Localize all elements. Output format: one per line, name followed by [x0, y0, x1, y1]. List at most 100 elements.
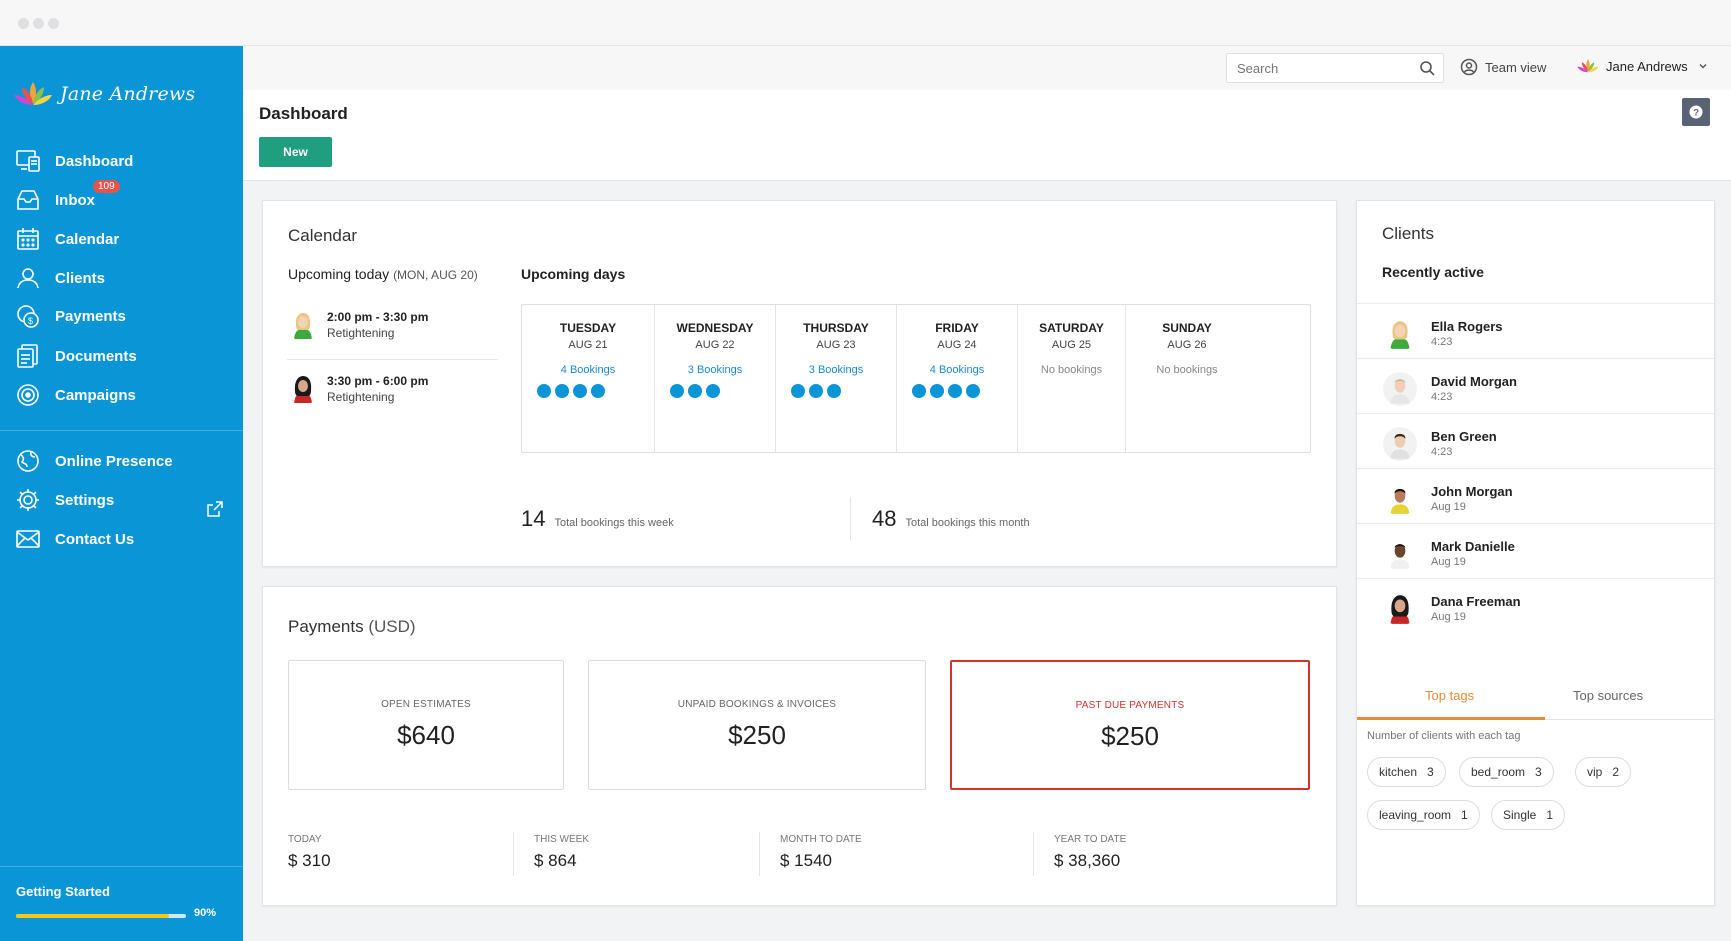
- booking-dot[interactable]: [573, 384, 587, 398]
- booking-dot[interactable]: [809, 384, 823, 398]
- client-last-active: 4:23: [1431, 391, 1453, 403]
- user-name: Jane Andrews: [1606, 58, 1688, 74]
- day-column[interactable]: FRIDAY AUG 24 4 Bookings: [897, 305, 1018, 452]
- client-last-active: 4:23: [1431, 336, 1453, 348]
- monthly-total: 48 Total bookings this month: [872, 506, 1030, 532]
- day-column[interactable]: WEDNESDAY AUG 22 3 Bookings: [655, 305, 776, 452]
- client-row[interactable]: Dana Freeman Aug 19: [1357, 578, 1714, 639]
- sidebar-item-dashboard[interactable]: Dashboard: [14, 146, 133, 176]
- sidebar-item-label: Dashboard: [55, 152, 134, 170]
- svg-text:$: $: [28, 316, 33, 326]
- inbox-count-badge: 109: [93, 180, 120, 193]
- stat-year-to-date: YEAR TO DATE $ 38,360: [1054, 834, 1126, 871]
- stat-divider: [759, 832, 760, 876]
- booking-dot[interactable]: [966, 384, 980, 398]
- tag-count: 1: [1461, 808, 1468, 822]
- tag-count: 2: [1612, 765, 1620, 779]
- booking-dot[interactable]: [791, 384, 805, 398]
- stat-value: $ 310: [288, 851, 331, 870]
- day-column[interactable]: TUESDAY AUG 21 4 Bookings: [522, 305, 655, 452]
- external-link-icon[interactable]: [206, 500, 224, 518]
- sidebar-item-inbox[interactable]: Inbox 109: [14, 180, 120, 215]
- window-dot: [48, 18, 59, 29]
- day-name: TUESDAY: [559, 321, 617, 335]
- getting-started-label[interactable]: Getting Started: [16, 884, 110, 899]
- avatar: [287, 373, 319, 405]
- search-input[interactable]: [1227, 54, 1407, 82]
- booking-dot[interactable]: [827, 384, 841, 398]
- window-titlebar: [0, 0, 1731, 46]
- booking-dot[interactable]: [912, 384, 926, 398]
- tag-chip[interactable]: leaving_room 1: [1367, 800, 1480, 830]
- tag-chip[interactable]: bed_room 3: [1459, 757, 1554, 787]
- sidebar-item-settings[interactable]: Settings: [14, 485, 114, 515]
- sidebar-item-contact-us[interactable]: Contact Us: [14, 524, 134, 554]
- sidebar-item-online-presence[interactable]: Online Presence: [14, 446, 173, 476]
- client-name: Dana Freeman: [1431, 594, 1521, 609]
- past-due-payments-box[interactable]: PAST DUE PAYMENTS $250: [950, 660, 1310, 790]
- booking-dot[interactable]: [706, 384, 720, 398]
- payments-title: Payments (USD): [288, 617, 416, 637]
- tab-top-tags[interactable]: Top tags: [1425, 688, 1475, 703]
- tag-chip[interactable]: vip 2: [1575, 757, 1632, 787]
- brand[interactable]: Jane Andrews: [12, 76, 195, 112]
- client-name: Ben Green: [1431, 429, 1497, 444]
- tag-name: kitchen: [1379, 765, 1418, 779]
- unpaid-invoices-box[interactable]: UNPAID BOOKINGS & INVOICES $250: [588, 660, 926, 790]
- stat-value: $ 864: [534, 851, 577, 870]
- stat-value: $ 38,360: [1054, 851, 1121, 870]
- tag-count: 3: [1427, 765, 1434, 779]
- tag-chip[interactable]: kitchen 3: [1367, 757, 1446, 787]
- day-date: AUG 22: [695, 339, 735, 351]
- booking-dot[interactable]: [555, 384, 569, 398]
- user-menu[interactable]: Jane Andrews: [1576, 57, 1708, 75]
- day-bookings-link[interactable]: 3 Bookings: [808, 364, 864, 376]
- upcoming-days-grid: TUESDAY AUG 21 4 Bookings WEDNESDAY AUG 22 3 …: [521, 304, 1311, 453]
- day-bookings-link[interactable]: 3 Bookings: [687, 364, 743, 376]
- booking-dot[interactable]: [670, 384, 684, 398]
- booking-dot[interactable]: [591, 384, 605, 398]
- tab-top-sources[interactable]: Top sources: [1573, 688, 1644, 703]
- team-view-toggle[interactable]: Team view: [1460, 58, 1546, 76]
- booking-dot[interactable]: [537, 384, 551, 398]
- appointment-item[interactable]: 3:30 pm - 6:00 pm Retightening: [287, 373, 428, 405]
- envelope-icon: [14, 525, 42, 553]
- new-button[interactable]: New: [259, 137, 332, 167]
- client-row[interactable]: Ben Green 4:23: [1357, 413, 1714, 474]
- window-dot: [18, 18, 29, 29]
- stat-value: $ 1540: [780, 851, 832, 870]
- svg-text:?: ?: [1693, 108, 1699, 119]
- client-row[interactable]: David Morgan 4:23: [1357, 358, 1714, 419]
- sidebar-item-documents[interactable]: Documents: [14, 341, 137, 371]
- booking-dot[interactable]: [688, 384, 702, 398]
- day-bookings-link[interactable]: 4 Bookings: [560, 364, 616, 376]
- booking-dot[interactable]: [930, 384, 944, 398]
- help-button[interactable]: ?: [1682, 98, 1710, 126]
- day-column[interactable]: THURSDAY AUG 23 3 Bookings: [776, 305, 897, 452]
- sidebar-item-label: Settings: [55, 491, 115, 509]
- open-estimates-box[interactable]: OPEN ESTIMATES $640: [288, 660, 564, 790]
- sidebar-item-label: Campaigns: [55, 386, 136, 404]
- tag-name: vip: [1587, 765, 1603, 779]
- tag-chip[interactable]: Single 1: [1491, 800, 1566, 830]
- sidebar-item-label: Inbox: [55, 191, 95, 209]
- sidebar-item-payments[interactable]: $ Payments: [14, 301, 126, 331]
- day-column[interactable]: SATURDAY AUG 25 No bookings: [1018, 305, 1126, 452]
- sidebar-item-campaigns[interactable]: Campaigns: [14, 380, 136, 410]
- sidebar-item-clients[interactable]: Clients: [14, 263, 105, 293]
- calendar-title: Calendar: [288, 226, 357, 245]
- day-bookings-link[interactable]: 4 Bookings: [929, 364, 985, 376]
- appointment-item[interactable]: 2:00 pm - 3:30 pm Retightening: [287, 309, 428, 341]
- booking-dot[interactable]: [948, 384, 962, 398]
- sidebar-item-label: Calendar: [55, 230, 120, 248]
- booking-dots: [522, 384, 654, 398]
- unpaid-invoices-label: UNPAID BOOKINGS & INVOICES: [677, 699, 837, 710]
- client-row[interactable]: Ella Rogers 4:23: [1357, 303, 1714, 364]
- top-bar: Team view Jane Andrews: [243, 46, 1731, 90]
- sidebar-item-calendar[interactable]: Calendar: [14, 224, 119, 254]
- client-row[interactable]: Mark Danielle Aug 19: [1357, 523, 1714, 584]
- search-icon[interactable]: [1419, 60, 1435, 76]
- stat-label: MONTH TO DATE: [780, 834, 862, 845]
- client-row[interactable]: John Morgan Aug 19: [1357, 468, 1714, 529]
- day-column[interactable]: SUNDAY AUG 26 No bookings: [1126, 305, 1248, 452]
